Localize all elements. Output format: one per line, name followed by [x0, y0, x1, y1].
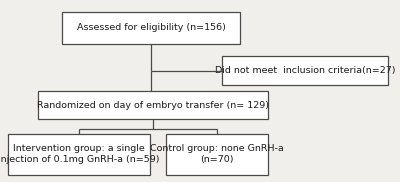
- Text: Control group: none GnRH-a
(n=70): Control group: none GnRH-a (n=70): [150, 144, 284, 164]
- FancyBboxPatch shape: [62, 12, 240, 44]
- Text: Randomized on day of embryo transfer (n= 129): Randomized on day of embryo transfer (n=…: [37, 101, 269, 110]
- FancyBboxPatch shape: [38, 91, 268, 119]
- FancyBboxPatch shape: [8, 134, 150, 175]
- Text: Assessed for eligibility (n=156): Assessed for eligibility (n=156): [76, 23, 226, 32]
- Text: Did not meet  inclusion criteria(n=27): Did not meet inclusion criteria(n=27): [215, 66, 395, 75]
- Text: Intervention group: a single
injection of 0.1mg GnRH-a (n=59): Intervention group: a single injection o…: [0, 144, 160, 164]
- FancyBboxPatch shape: [222, 56, 388, 85]
- FancyBboxPatch shape: [166, 134, 268, 175]
